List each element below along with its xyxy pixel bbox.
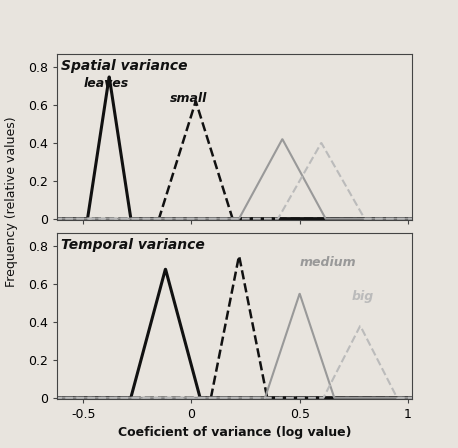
Text: Temporal variance: Temporal variance (61, 238, 205, 252)
Text: big: big (352, 290, 374, 303)
Text: leaves: leaves (83, 77, 129, 90)
Text: small: small (170, 92, 207, 105)
Text: medium: medium (300, 256, 356, 269)
X-axis label: Coeficient of variance (log value): Coeficient of variance (log value) (118, 426, 351, 439)
Text: Frequency (relative values): Frequency (relative values) (5, 116, 17, 287)
Text: Spatial variance: Spatial variance (61, 59, 187, 73)
